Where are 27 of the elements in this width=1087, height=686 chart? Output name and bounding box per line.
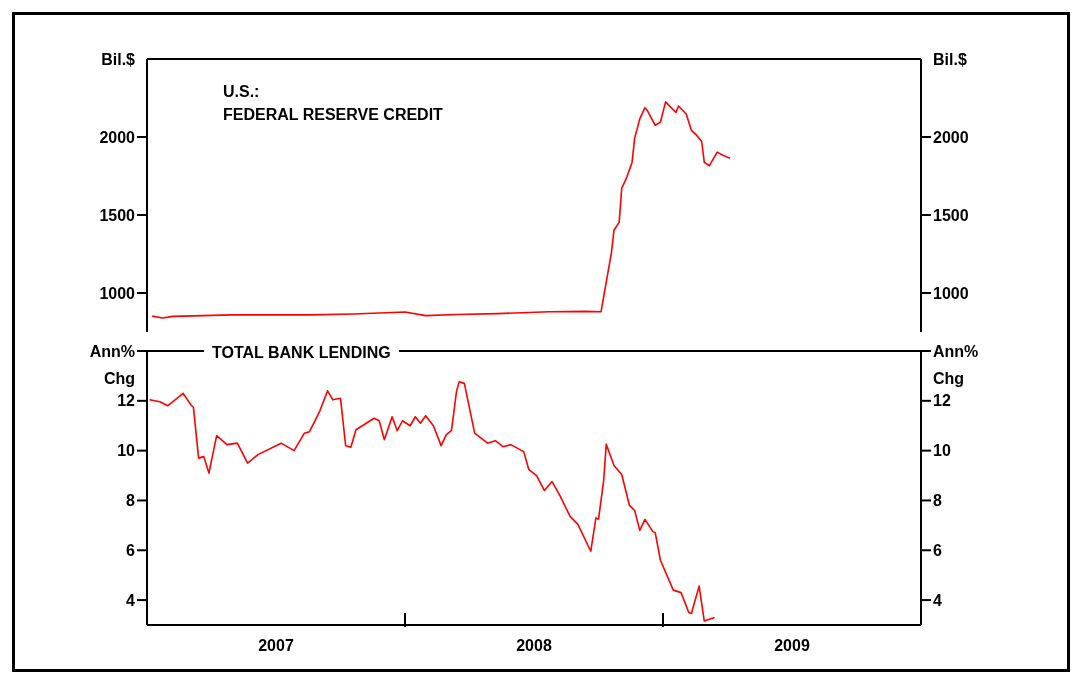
y2-tick-label: 8: [933, 492, 942, 510]
chart-title: TOTAL BANK LENDING: [212, 343, 391, 363]
y2-tick-label: 10: [933, 442, 951, 460]
y2-tick-label: 2000: [933, 128, 969, 146]
y-tick-label: 1000: [99, 284, 136, 302]
y2-axis-title: Ann% Chg: [933, 343, 979, 387]
y-axis-title: Bil.$: [101, 51, 136, 68]
y-tick-label: 8: [126, 492, 136, 510]
x-tick-label: 2008: [516, 637, 552, 654]
line-series: [148, 381, 716, 622]
y-tick-label: 4: [126, 591, 136, 609]
y2-tick-label: 6: [933, 541, 942, 559]
y-tick-label: 12: [117, 392, 136, 410]
y2-tick-label: 1500: [933, 206, 969, 224]
text: U.S.: FEDERAL RESERVE CREDIT: [223, 82, 443, 125]
y2-tick-label: 1000: [933, 284, 969, 302]
y-tick-label: 10: [117, 442, 136, 460]
y-tick-label: 6: [126, 541, 136, 559]
y2-tick-label: 12: [933, 392, 951, 410]
y-tick-label: 2000: [99, 128, 136, 146]
x-tick-label: 2007: [258, 637, 294, 654]
line-series: [151, 101, 731, 319]
y-axis-title: Ann% Chg: [89, 343, 135, 387]
y2-axis-title: Bil.$: [933, 51, 967, 68]
y-tick-label: 1500: [99, 206, 136, 224]
y2-tick-label: 4: [933, 591, 942, 609]
x-tick-label: 2009: [774, 637, 810, 654]
